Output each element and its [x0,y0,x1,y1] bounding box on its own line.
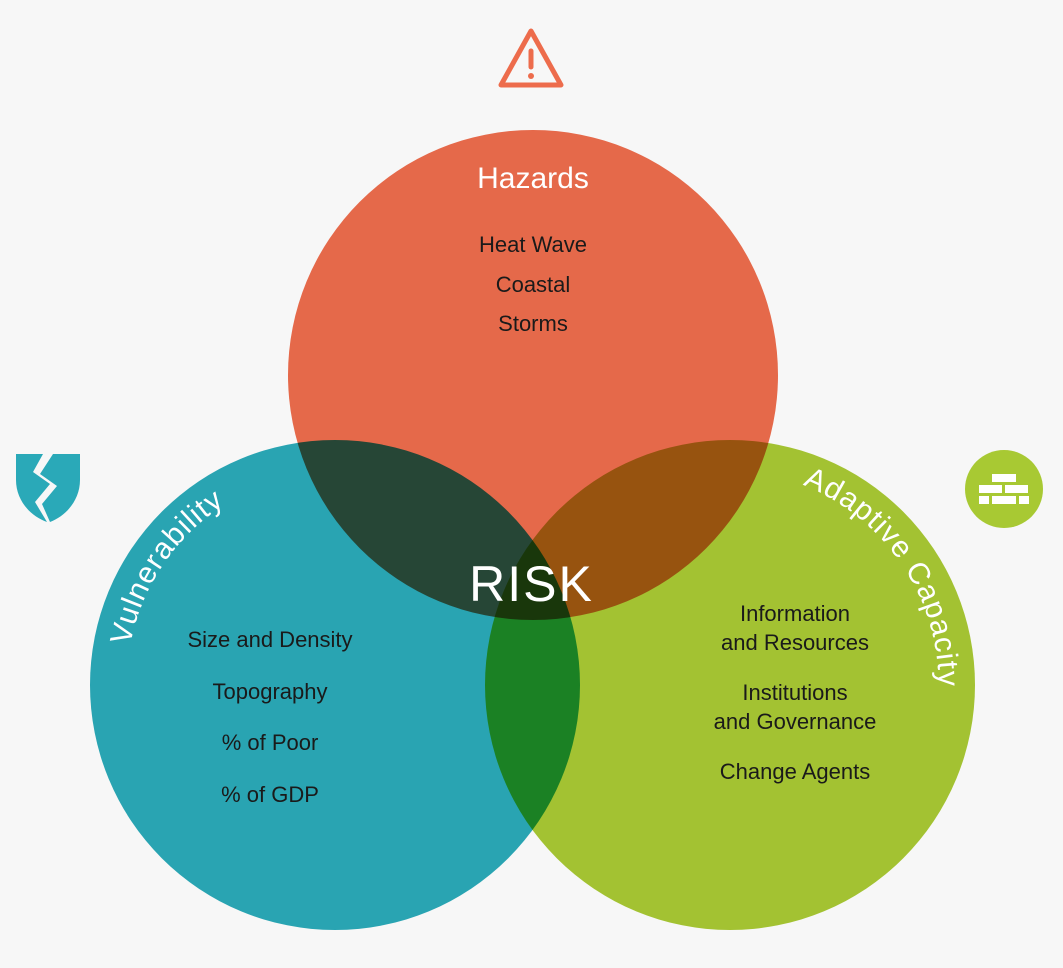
center-risk-label: RISK [469,555,594,613]
list-item: Coastal [288,265,778,305]
broken-shield-icon [10,450,85,528]
adaptive-items: Informationand Resources Institutionsand… [645,600,945,809]
warning-icon [495,25,567,97]
venn-diagram: Hazards Vulnerability Adaptive Capacity … [0,0,1063,968]
list-item: Heat Wave [288,225,778,265]
list-item: Storms [288,304,778,344]
list-item: Size and Density [130,620,410,660]
list-item: % of GDP [130,775,410,815]
list-item: Topography [130,672,410,712]
hazards-title: Hazards [288,162,778,196]
list-item: Institutionsand Governance [645,679,945,736]
vulnerability-items: Size and Density Topography % of Poor % … [130,620,410,826]
hazards-items: Heat Wave Coastal Storms [288,225,778,344]
list-item: Change Agents [645,758,945,787]
list-item: % of Poor [130,723,410,763]
bricks-icon [965,450,1043,528]
list-item: Informationand Resources [645,600,945,657]
